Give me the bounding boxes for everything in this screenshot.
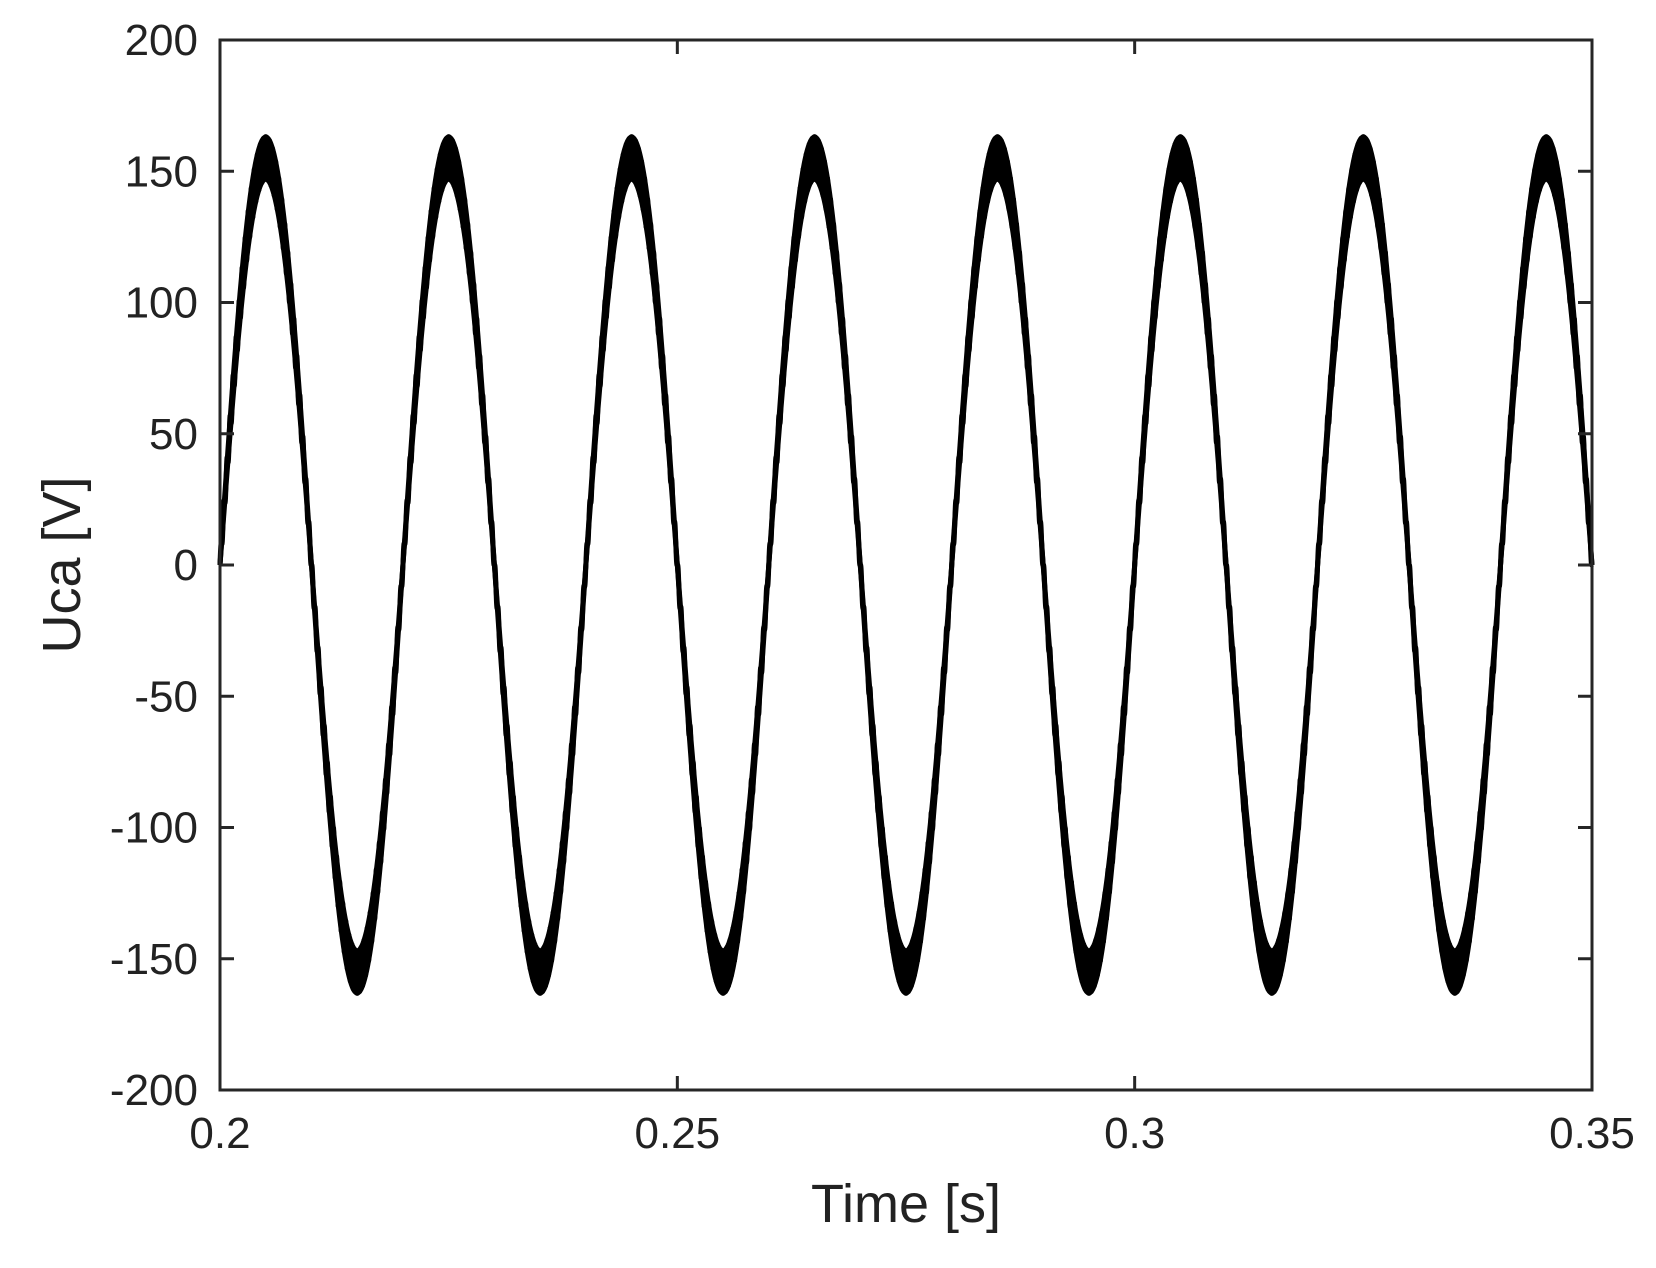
y-tick-label: 0 [174, 541, 198, 590]
y-tick-label: 100 [125, 279, 198, 328]
peak-point [1177, 134, 1184, 141]
trough-point [903, 989, 909, 996]
peak-point [1543, 134, 1550, 141]
axes-frame [218, 38, 1594, 1092]
trough-point [1085, 989, 1092, 996]
trough-point [354, 989, 361, 996]
x-tick-label: 0.25 [635, 1109, 721, 1158]
x-axis-label: Time [s] [811, 1174, 1001, 1234]
x-tick-label: 0.3 [1104, 1109, 1165, 1158]
peak-point [262, 134, 269, 141]
y-tick-label: 150 [125, 147, 198, 196]
peak-point [1360, 134, 1367, 141]
y-tick-label: -50 [134, 672, 198, 721]
y-axis-label: Uca [V] [32, 476, 92, 653]
peak-point [445, 134, 452, 141]
plot-area [217, 134, 1595, 996]
y-tick-label: -150 [110, 935, 198, 984]
peak-point [811, 134, 818, 141]
series-line-uca [217, 134, 1595, 996]
y-tick-label: -100 [110, 804, 198, 853]
y-tick-label: -200 [110, 1066, 198, 1115]
peak-point [994, 134, 1001, 141]
trough-point [720, 989, 727, 996]
x-tick-label: 0.35 [1549, 1109, 1635, 1158]
trough-point [1268, 989, 1275, 996]
trough-point [537, 989, 544, 996]
peak-point [628, 134, 635, 141]
trough-point [1451, 989, 1458, 996]
x-tick-label: 0.2 [189, 1109, 250, 1158]
y-tick-label: 200 [125, 16, 198, 65]
series-envelope-inner [217, 176, 1595, 954]
y-tick-label: 50 [149, 410, 198, 459]
tick-labels: 0.2 0.25 0.3 0.35 200 150 100 50 0 -50 -100 -150 -20… [110, 16, 1635, 1158]
